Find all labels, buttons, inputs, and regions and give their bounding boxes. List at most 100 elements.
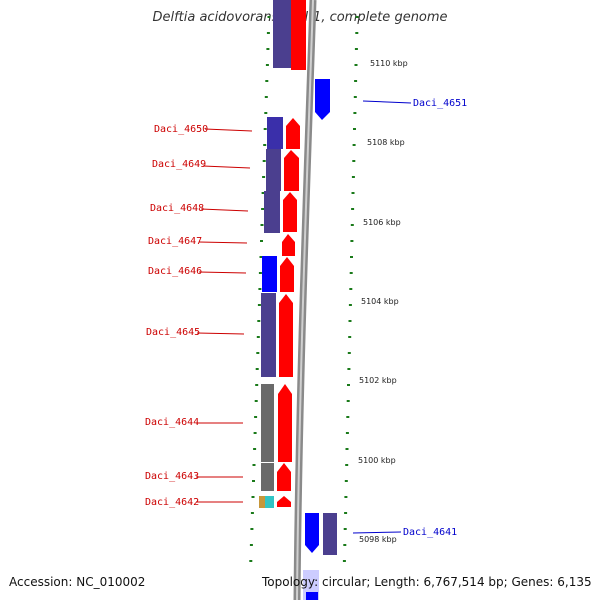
forward-cds-4644 (278, 384, 292, 462)
forward-cds-4646 (280, 257, 294, 292)
tick-dot (254, 400, 258, 402)
tick-dot (265, 80, 269, 82)
gray-cds-4644 (261, 384, 274, 462)
tick-dot (267, 16, 271, 18)
gene-label-daci-4651[interactable]: Daci_4651 (413, 98, 467, 109)
tick-dot (255, 384, 259, 386)
scale-label: 5102 kbp (359, 376, 397, 385)
tick-dot (253, 448, 257, 450)
gene-label-daci-4643[interactable]: Daci_4643 (145, 471, 199, 482)
reverse-cds-4645 (261, 293, 276, 377)
cds-bottom-edge-inner (306, 592, 318, 600)
tick-dot (250, 512, 254, 514)
tick-dot (258, 272, 262, 274)
reverse-cds-bottom (323, 513, 337, 555)
tick-dot (355, 32, 359, 34)
tick-dot (257, 320, 261, 322)
tick-dot (256, 336, 260, 338)
forward-cds-4642 (277, 496, 291, 507)
forward-cds-4645 (279, 294, 293, 377)
tick-dot (345, 432, 349, 434)
tick-dot (351, 176, 355, 178)
scale-labels: 5110 kbp 5108 kbp 5106 kbp 5104 kbp 5102… (358, 59, 408, 544)
gene-label-daci-4650[interactable]: Daci_4650 (154, 124, 208, 135)
left-tick-dots (249, 16, 271, 562)
tick-dot (347, 368, 351, 370)
tick-dot (254, 416, 258, 418)
tick-dot (346, 400, 350, 402)
tick-dot (261, 192, 265, 194)
gene-label-daci-4649[interactable]: Daci_4649 (152, 159, 206, 170)
right-gene-labels: Daci_4651 Daci_4641 (352, 98, 467, 538)
left-gene-labels: Daci_4650 Daci_4649 Daci_4648 Daci_4647 … (145, 124, 253, 508)
tick-dot (256, 352, 260, 354)
reverse-cds-4650 (267, 117, 283, 149)
tick-dot (264, 112, 268, 114)
tick-dot (348, 320, 352, 322)
tick-dot (347, 352, 351, 354)
leader-daci-4641 (352, 531, 402, 534)
tick-dot (249, 560, 253, 562)
tick-dot (343, 544, 347, 546)
tick-dot (260, 240, 263, 242)
scale-label: 5108 kbp (367, 138, 405, 147)
genome-backbone-highlight (296, 0, 314, 600)
scale-label: 5104 kbp (361, 297, 399, 306)
tick-dot (259, 256, 263, 258)
right-tick-dots (342, 16, 359, 562)
tick-dot (266, 32, 270, 34)
tick-dot (342, 560, 346, 562)
leader-daci-4645 (196, 332, 245, 335)
tick-dot (263, 144, 267, 146)
gray-cds-4643 (261, 463, 274, 491)
reverse-cds-top (273, 0, 291, 68)
scale-label: 5100 kbp (358, 456, 396, 465)
forward-cds-4647 (282, 234, 295, 256)
tick-dot (250, 528, 254, 530)
tick-dot (353, 112, 357, 114)
scale-label: 5110 kbp (370, 59, 408, 68)
tick-dot (260, 224, 264, 226)
gene-label-daci-4641[interactable]: Daci_4641 (403, 527, 457, 538)
tick-dot (354, 64, 358, 66)
tick-dot (249, 544, 253, 546)
forward-cds-4649 (284, 150, 299, 191)
gene-label-daci-4647[interactable]: Daci_4647 (148, 236, 202, 247)
gene-label-daci-4645[interactable]: Daci_4645 (146, 327, 200, 338)
reverse-cds-4646 (262, 256, 277, 292)
tick-dot (347, 384, 350, 386)
tick-dot (344, 496, 348, 498)
tick-dot (257, 304, 261, 306)
tick-dot (343, 528, 347, 530)
tick-dot (355, 16, 359, 18)
tick-dot (351, 208, 355, 210)
cds-4641-arrow (305, 513, 319, 553)
tick-dot (263, 128, 267, 130)
tick-dot (258, 288, 262, 290)
leader-daci-4647 (198, 241, 248, 244)
tick-dot (350, 224, 354, 226)
tick-dot (262, 160, 266, 162)
forward-cds-4643 (277, 463, 291, 491)
scale-label: 5098 kbp (359, 535, 397, 544)
tick-dot (266, 48, 270, 50)
cds-4642-b (265, 496, 274, 508)
gene-label-daci-4648[interactable]: Daci_4648 (150, 203, 204, 214)
gene-label-daci-4642[interactable]: Daci_4642 (145, 497, 199, 508)
tick-dot (349, 272, 353, 274)
tick-dot (348, 304, 352, 306)
cds-4651-arrow (315, 79, 330, 120)
topology-text: Topology: circular; Length: 6,767,514 bp… (262, 575, 592, 589)
tick-dot (353, 96, 357, 98)
tick-dot (345, 464, 349, 466)
tick-dot (350, 240, 354, 242)
forward-cds-4650 (286, 118, 300, 149)
gene-label-daci-4644[interactable]: Daci_4644 (145, 417, 199, 428)
gene-label-daci-4646[interactable]: Daci_4646 (148, 266, 202, 277)
tick-dot (261, 208, 265, 210)
tick-dot (344, 480, 348, 482)
tick-dot (350, 256, 353, 258)
leader-daci-4651 (362, 100, 412, 104)
tick-dot (345, 448, 349, 450)
